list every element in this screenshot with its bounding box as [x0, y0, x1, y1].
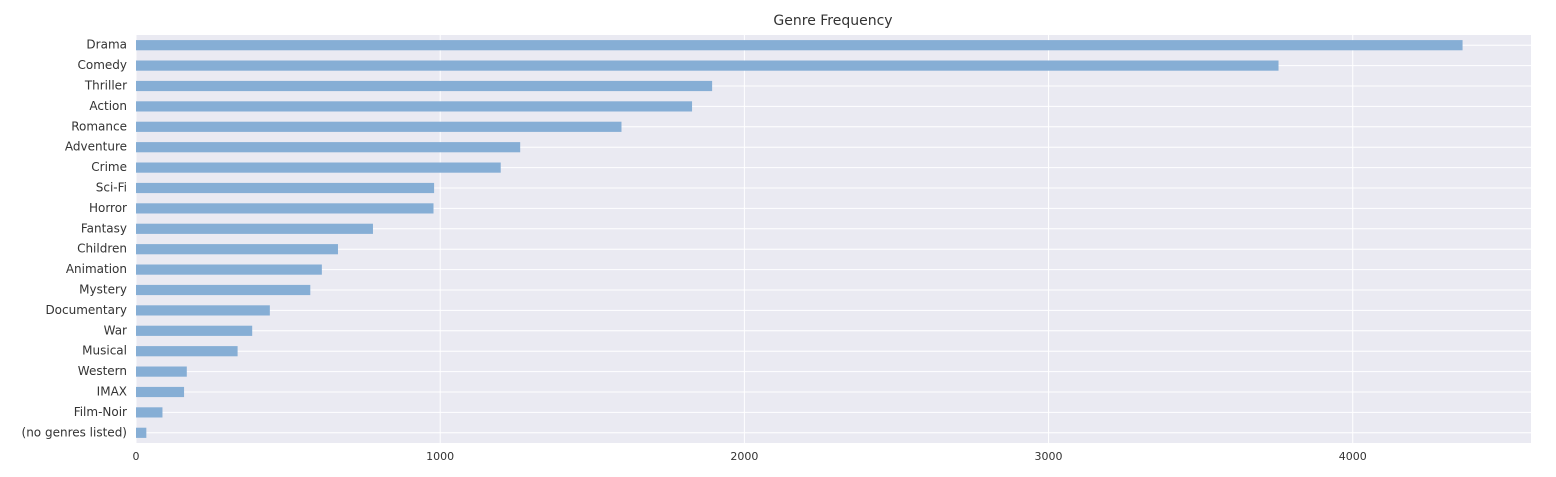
y-tick-label: Fantasy	[81, 221, 127, 235]
y-tick-label: IMAX	[97, 385, 127, 399]
bar	[136, 407, 163, 418]
y-tick-label: Film-Noir	[74, 405, 127, 419]
bar	[136, 162, 501, 173]
bar	[136, 203, 434, 214]
y-tick-label: War	[104, 323, 127, 337]
y-tick-label: Action	[89, 99, 127, 113]
x-tick-label: 2000	[730, 450, 758, 463]
bar	[136, 427, 147, 438]
bar	[136, 386, 185, 398]
y-tick-label: Children	[77, 242, 127, 256]
chart-title: Genre Frequency	[773, 13, 892, 29]
y-tick-label: Musical	[82, 344, 127, 358]
bar	[136, 182, 435, 194]
bar	[136, 80, 713, 92]
bar	[136, 284, 311, 296]
x-tick-label: 3000	[1035, 450, 1063, 463]
y-tick-label: Adventure	[65, 140, 127, 154]
bar	[136, 305, 270, 316]
y-tick-label: Crime	[91, 160, 127, 174]
x-tick-label: 1000	[426, 450, 454, 463]
y-tick-label: Documentary	[45, 303, 127, 317]
y-tick-label: Mystery	[79, 283, 127, 297]
plot-background	[136, 35, 1531, 443]
bar	[136, 223, 373, 234]
bar	[136, 264, 322, 275]
bar	[136, 142, 521, 153]
y-tick-label: Thriller	[84, 79, 127, 93]
bar	[136, 121, 622, 132]
bar	[136, 346, 238, 357]
y-tick-label: Horror	[89, 201, 127, 215]
bar	[136, 60, 1279, 71]
x-tick-label: 0	[133, 450, 140, 463]
x-tick-label: 4000	[1339, 450, 1367, 463]
bar	[136, 244, 338, 255]
bar	[136, 366, 187, 377]
y-tick-label: Western	[78, 364, 127, 378]
bar	[136, 101, 693, 112]
y-tick-label: Sci-Fi	[96, 181, 127, 195]
y-tick-label: Animation	[66, 262, 127, 276]
y-tick-label: (no genres listed)	[22, 425, 127, 439]
bar	[136, 40, 1463, 51]
y-tick-label: Romance	[71, 119, 127, 133]
y-tick-label: Drama	[86, 38, 127, 52]
bar	[136, 325, 253, 336]
y-tick-label: Comedy	[77, 58, 127, 72]
